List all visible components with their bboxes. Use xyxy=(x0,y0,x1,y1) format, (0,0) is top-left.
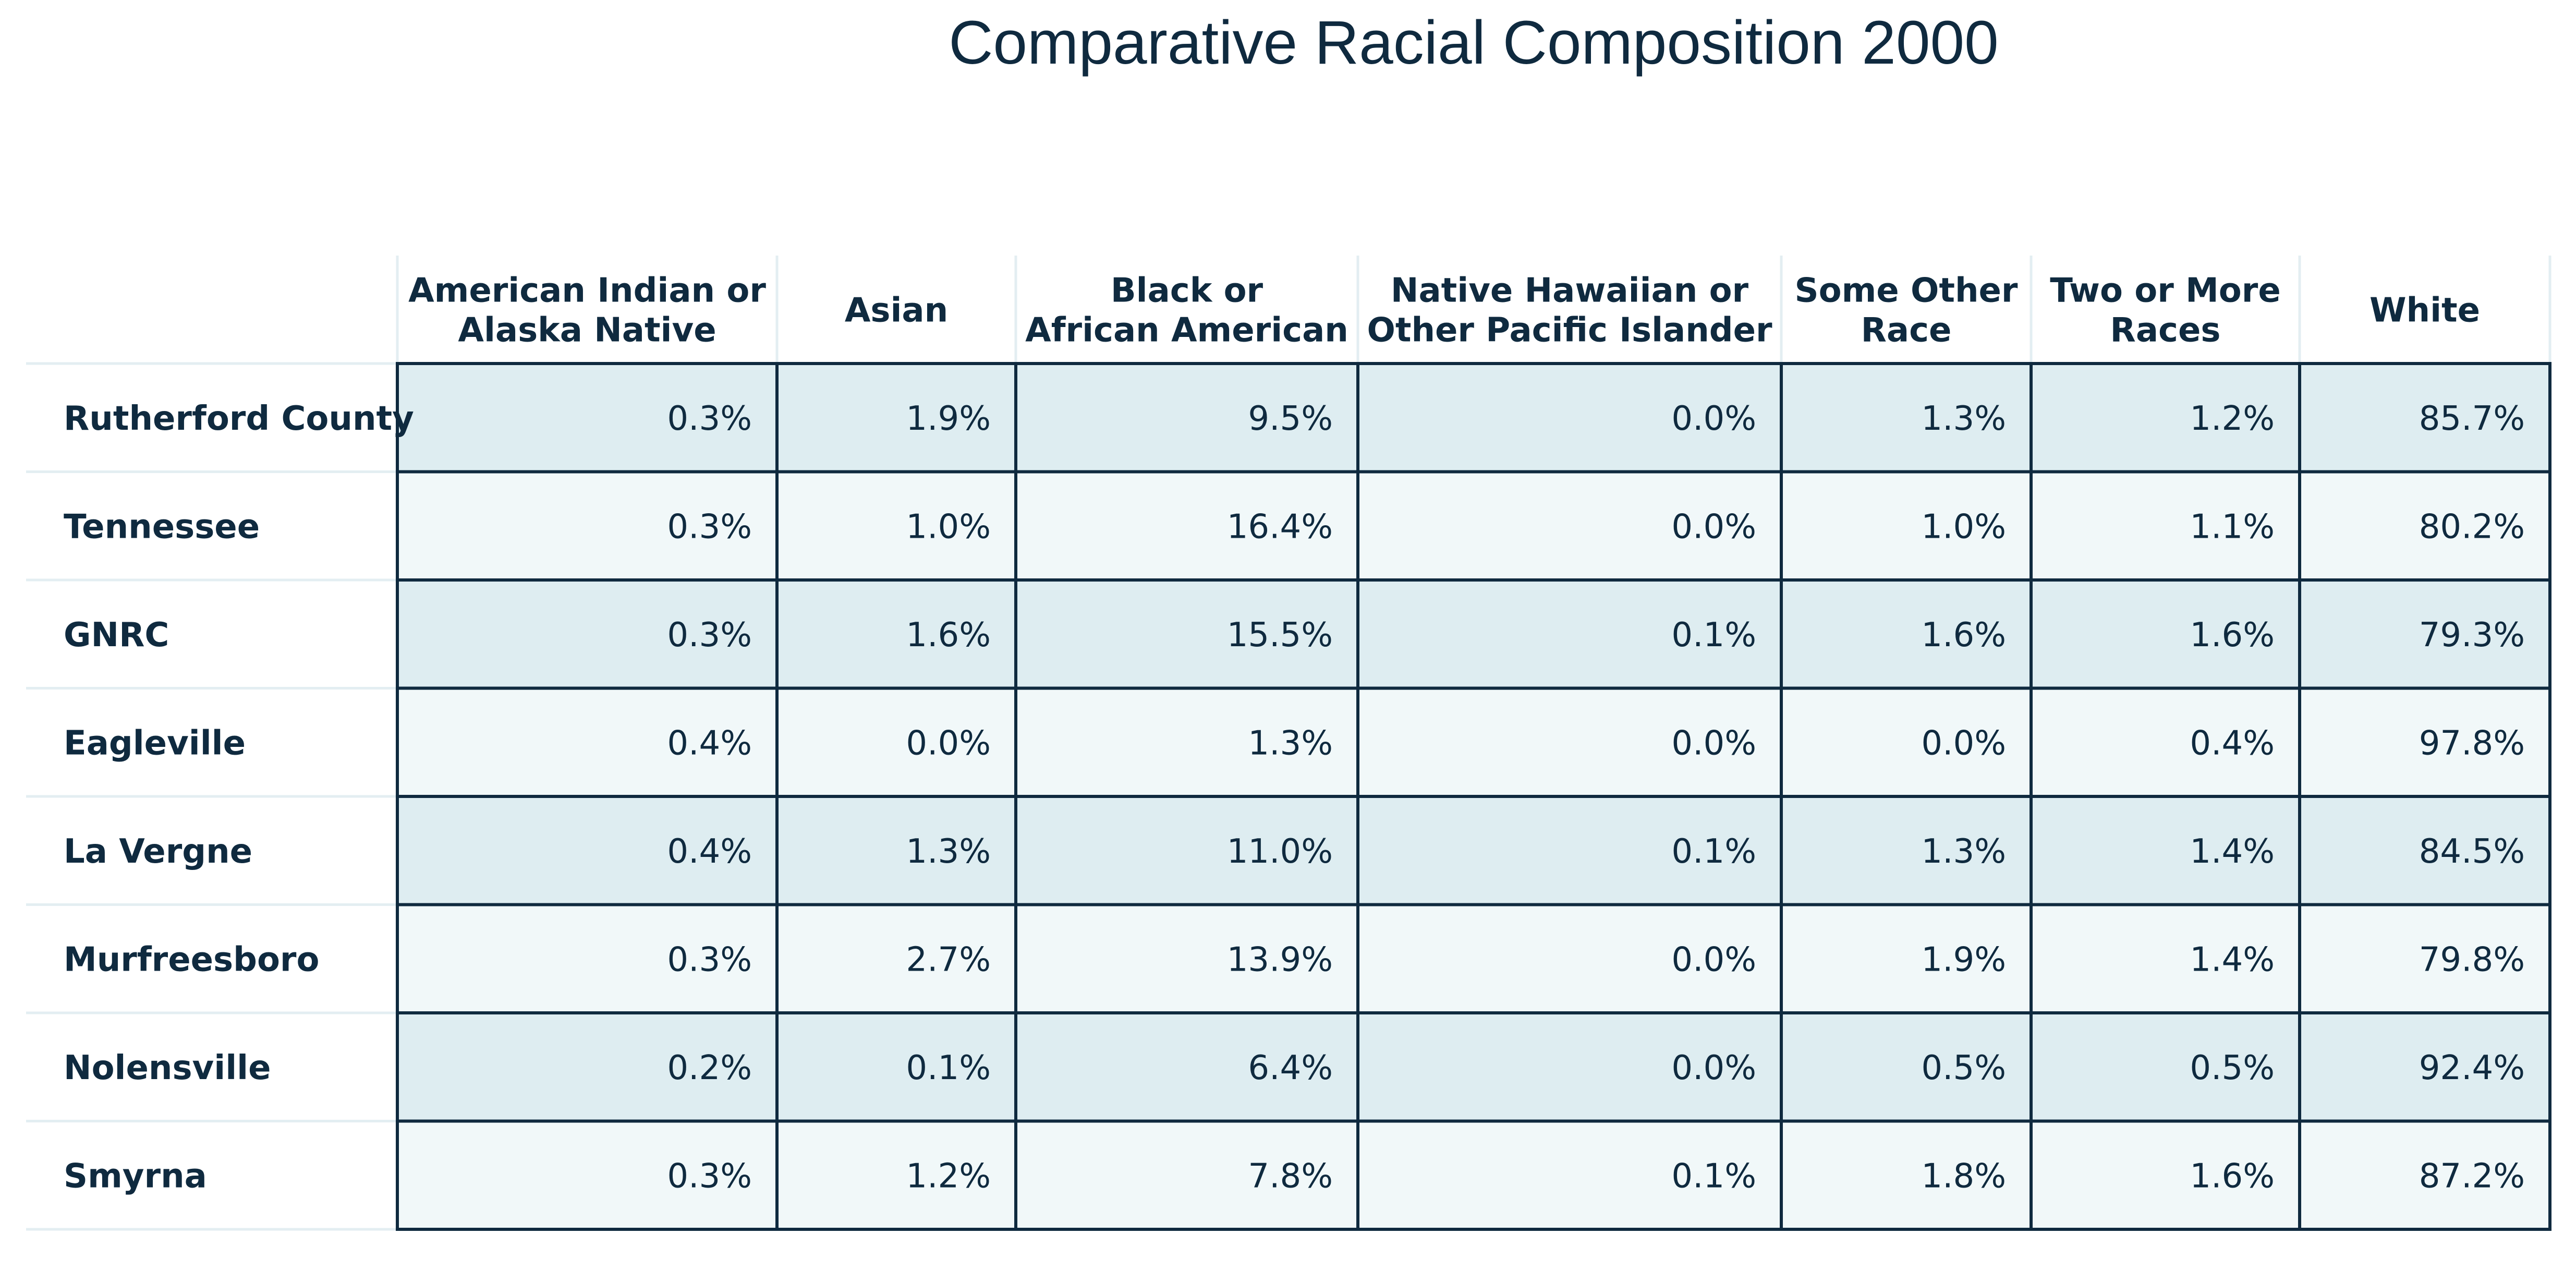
cell-value: 1.6% xyxy=(2190,1157,2275,1195)
column-header-6-line-1: Two or More xyxy=(2050,272,2280,310)
row-band xyxy=(397,688,2550,796)
cell-value: 84.5% xyxy=(2419,832,2525,871)
cell-value: 0.3% xyxy=(667,1157,752,1195)
cell-value: 80.2% xyxy=(2419,507,2525,546)
column-header-5-line-2: Race xyxy=(1861,311,1952,350)
cell-value: 1.3% xyxy=(906,832,991,871)
cell-value: 87.2% xyxy=(2419,1157,2525,1195)
cell-value: 0.4% xyxy=(2190,724,2275,763)
row-label: Eagleville xyxy=(64,724,246,763)
cell-value: 6.4% xyxy=(1248,1049,1333,1087)
chart-title: Comparative Racial Composition 2000 xyxy=(949,8,1999,77)
cell-value: 0.3% xyxy=(667,940,752,979)
row-label: Smyrna xyxy=(64,1157,207,1195)
column-header-5-line-1: Some Other xyxy=(1795,272,2018,310)
cell-value: 0.0% xyxy=(1921,724,2006,763)
row-label: Tennessee xyxy=(64,507,260,546)
cell-value: 92.4% xyxy=(2419,1049,2525,1087)
cell-value: 0.5% xyxy=(1921,1049,2006,1087)
row-label: Rutherford County xyxy=(64,400,414,438)
cell-value: 0.4% xyxy=(667,724,752,763)
cell-value: 1.3% xyxy=(1248,724,1333,763)
cell-value: 1.8% xyxy=(1921,1157,2006,1195)
cell-value: 1.0% xyxy=(906,507,991,546)
row-band xyxy=(397,580,2550,688)
row-band xyxy=(397,471,2550,580)
cell-value: 0.0% xyxy=(1671,507,1756,546)
row-band xyxy=(397,904,2550,1013)
cell-value: 0.3% xyxy=(667,616,752,655)
cell-value: 11.0% xyxy=(1227,832,1333,871)
cell-value: 9.5% xyxy=(1248,400,1333,438)
cell-value: 16.4% xyxy=(1227,507,1333,546)
cell-value: 0.0% xyxy=(1671,724,1756,763)
row-label: GNRC xyxy=(64,616,169,655)
cell-value: 0.4% xyxy=(667,832,752,871)
cell-value: 1.0% xyxy=(1921,507,2006,546)
row-label: Murfreesboro xyxy=(64,940,319,979)
cell-value: 97.8% xyxy=(2419,724,2525,763)
column-header-6-line-2: Races xyxy=(2110,311,2221,350)
cell-value: 0.0% xyxy=(1671,400,1756,438)
cell-value: 0.1% xyxy=(906,1049,991,1087)
column-header-3-line-2: African American xyxy=(1025,311,1348,350)
cell-value: 7.8% xyxy=(1248,1157,1333,1195)
row-band xyxy=(397,796,2550,905)
cell-value: 1.3% xyxy=(1921,832,2006,871)
cell-value: 0.3% xyxy=(667,400,752,438)
column-header-2-line-1: Asian xyxy=(845,292,948,330)
cell-value: 1.6% xyxy=(906,616,991,655)
cell-value: 1.9% xyxy=(1921,940,2006,979)
cell-value: 85.7% xyxy=(2419,400,2525,438)
cell-value: 1.9% xyxy=(906,400,991,438)
column-header-7-line-1: White xyxy=(2370,292,2480,330)
cell-value: 0.1% xyxy=(1671,832,1756,871)
row-label: La Vergne xyxy=(64,832,252,871)
row-band xyxy=(397,1013,2550,1121)
cell-value: 79.3% xyxy=(2419,616,2525,655)
cell-value: 0.2% xyxy=(667,1049,752,1087)
column-header-1-line-2: Alaska Native xyxy=(458,311,716,350)
column-header-1-line-1: American Indian or xyxy=(408,272,766,310)
cell-value: 1.1% xyxy=(2190,507,2275,546)
cell-value: 1.6% xyxy=(2190,616,2275,655)
row-label: Nolensville xyxy=(64,1049,271,1087)
cell-value: 79.8% xyxy=(2419,940,2525,979)
cell-value: 0.3% xyxy=(667,507,752,546)
row-band xyxy=(397,1121,2550,1229)
cell-value: 0.5% xyxy=(2190,1049,2275,1087)
cell-value: 1.3% xyxy=(1921,400,2006,438)
cell-value: 0.1% xyxy=(1671,1157,1756,1195)
cell-value: 1.6% xyxy=(1921,616,2006,655)
column-header-4-line-2: Other Pacific Islander xyxy=(1367,311,1772,350)
column-header-4-line-1: Native Hawaiian or xyxy=(1391,272,1749,310)
cell-value: 0.0% xyxy=(906,724,991,763)
cell-value: 13.9% xyxy=(1227,940,1333,979)
row-band xyxy=(397,364,2550,472)
cell-value: 1.4% xyxy=(2190,940,2275,979)
cell-value: 2.7% xyxy=(906,940,991,979)
cell-value: 1.2% xyxy=(2190,400,2275,438)
cell-value: 0.0% xyxy=(1671,940,1756,979)
cell-value: 0.1% xyxy=(1671,616,1756,655)
column-header-3-line-1: Black or xyxy=(1111,272,1263,310)
cell-value: 0.0% xyxy=(1671,1049,1756,1087)
cell-value: 1.4% xyxy=(2190,832,2275,871)
cell-value: 15.5% xyxy=(1227,616,1333,655)
cell-value: 1.2% xyxy=(906,1157,991,1195)
